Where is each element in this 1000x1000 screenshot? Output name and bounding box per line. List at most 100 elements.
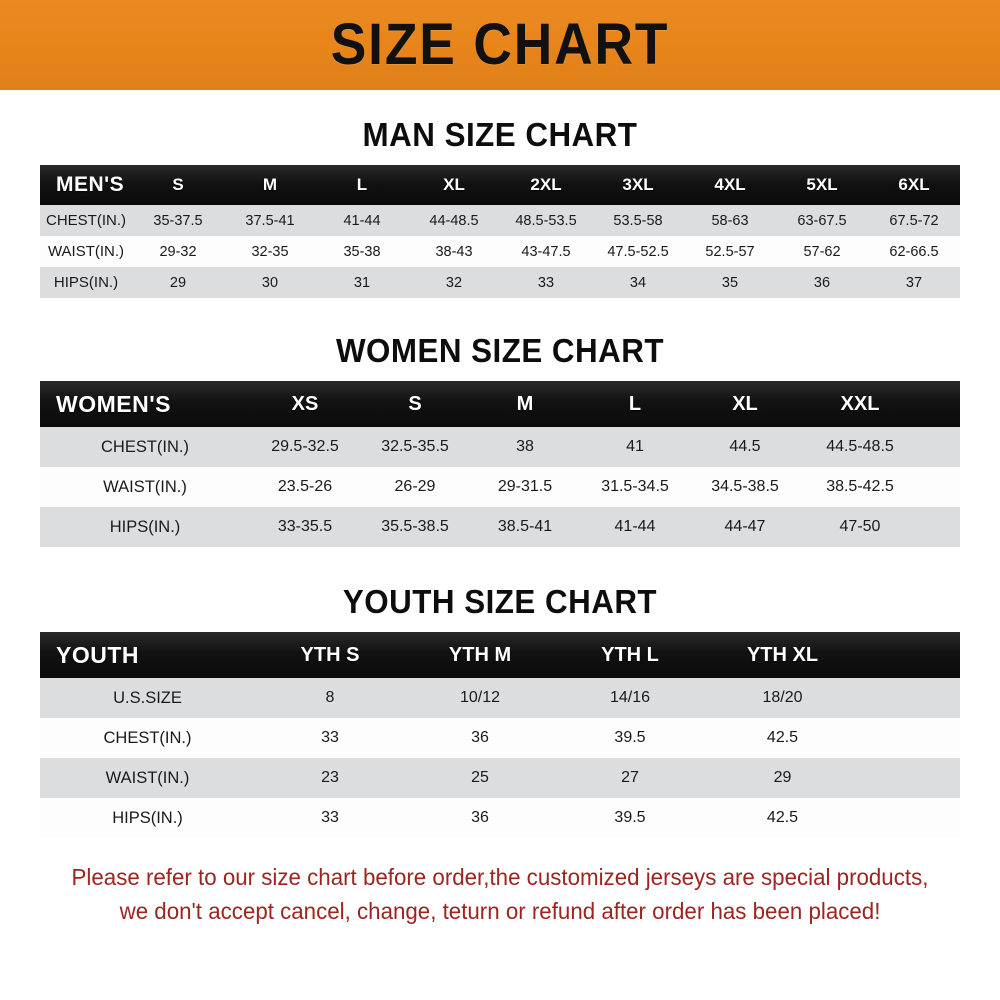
youth-row-label-us-size: U.S.SIZE xyxy=(113,688,182,707)
man-row-label-waist: WAIST(IN.) xyxy=(47,243,125,260)
man-chest-s: 35-37.5 xyxy=(153,212,203,229)
youth-size-header-s: YTH S xyxy=(300,643,360,666)
women-waist-xxl: 38.5-42.5 xyxy=(826,478,894,495)
youth-chest-l: 39.5 xyxy=(614,729,646,746)
man-table-body: CHEST(IN.) 35-37.5 37.5-41 41-44 44-48.5… xyxy=(40,205,960,298)
youth-waist-xl: 29 xyxy=(773,769,792,786)
women-chest-xs: 29.5-32.5 xyxy=(271,438,339,455)
women-chest-s: 32.5-35.5 xyxy=(381,438,449,455)
youth-row-spacer xyxy=(860,798,960,838)
women-table-head: WOMEN'S XS S M L XL XXL xyxy=(40,381,960,427)
man-size-header-3xl: 3XL xyxy=(622,175,654,194)
man-size-header-2xl: 2XL xyxy=(530,175,562,194)
youth-size-header-xl: YTH XL xyxy=(746,643,819,666)
table-row: CHEST(IN.) 33 36 39.5 42.5 xyxy=(40,718,960,758)
man-waist-xl: 38-43 xyxy=(435,243,473,260)
women-hips-xs: 33-35.5 xyxy=(277,518,333,535)
man-size-header-4xl: 4XL xyxy=(714,175,746,194)
man-waist-2xl: 43-47.5 xyxy=(521,243,571,260)
man-table-wrapper: MEN'S S M L XL 2XL 3XL 4XL 5XL 6XL CHEST… xyxy=(0,165,1000,298)
youth-size-table: YOUTH YTH S YTH M YTH L YTH XL U.S.SIZE … xyxy=(40,632,960,838)
women-section-title: WOMEN SIZE CHART xyxy=(335,332,665,369)
youth-header-row: YOUTH YTH S YTH M YTH L YTH XL xyxy=(40,632,960,678)
man-hips-xl: 32 xyxy=(445,274,463,291)
man-hips-l: 31 xyxy=(353,274,371,291)
women-waist-xl: 34.5-38.5 xyxy=(711,478,779,495)
man-hips-6xl: 37 xyxy=(905,274,923,291)
man-waist-5xl: 57-62 xyxy=(803,243,841,260)
youth-section-title: YOUTH SIZE CHART xyxy=(342,583,658,620)
page-banner: SIZE CHART xyxy=(0,0,1000,90)
man-size-header-6xl: 6XL xyxy=(898,175,930,194)
women-waist-l: 31.5-34.5 xyxy=(601,478,669,495)
youth-corner-label: YOUTH xyxy=(56,641,139,668)
man-chest-4xl: 58-63 xyxy=(711,212,749,229)
women-chest-xl: 44.5 xyxy=(729,438,761,455)
women-corner-label: WOMEN'S xyxy=(56,390,172,417)
disclaimer-note: Please refer to our size chart before or… xyxy=(34,860,965,928)
youth-chest-xl: 42.5 xyxy=(766,729,799,746)
women-hips-m: 38.5-41 xyxy=(497,518,553,535)
youth-ussize-m: 10/12 xyxy=(459,689,501,706)
page-title: SIZE CHART xyxy=(330,12,670,77)
man-waist-3xl: 47.5-52.5 xyxy=(607,243,669,260)
women-chest-xxl: 44.5-48.5 xyxy=(826,438,894,455)
man-hips-s: 29 xyxy=(169,274,187,291)
man-waist-6xl: 62-66.5 xyxy=(889,243,939,260)
youth-hips-xl: 42.5 xyxy=(766,809,799,826)
youth-header-spacer xyxy=(860,632,960,678)
man-chest-l: 41-44 xyxy=(343,212,381,229)
man-chest-m: 37.5-41 xyxy=(245,212,295,229)
youth-waist-m: 25 xyxy=(471,769,489,786)
women-row-spacer xyxy=(920,507,960,547)
man-hips-3xl: 34 xyxy=(629,274,647,291)
man-size-header-5xl: 5XL xyxy=(806,175,838,194)
women-chest-l: 41 xyxy=(626,438,644,455)
man-size-header-m: M xyxy=(262,175,278,194)
man-waist-4xl: 52.5-57 xyxy=(705,243,755,260)
youth-hips-m: 36 xyxy=(471,809,489,826)
women-waist-m: 29-31.5 xyxy=(497,478,553,495)
table-row: U.S.SIZE 8 10/12 14/16 18/20 xyxy=(40,678,960,718)
women-header-spacer xyxy=(920,381,960,427)
youth-ussize-xl: 18/20 xyxy=(762,689,803,706)
youth-chest-m: 36 xyxy=(471,729,489,746)
youth-ussize-s: 8 xyxy=(325,689,335,706)
youth-table-head: YOUTH YTH S YTH M YTH L YTH XL xyxy=(40,632,960,678)
table-row: CHEST(IN.) 35-37.5 37.5-41 41-44 44-48.5… xyxy=(40,205,960,236)
women-chest-m: 38 xyxy=(516,438,534,455)
man-chest-5xl: 63-67.5 xyxy=(797,212,847,229)
man-hips-4xl: 35 xyxy=(721,274,739,291)
women-size-header-xxl: XXL xyxy=(840,392,880,415)
women-hips-xl: 44-47 xyxy=(724,518,766,535)
youth-row-spacer xyxy=(860,678,960,718)
man-size-table: MEN'S S M L XL 2XL 3XL 4XL 5XL 6XL CHEST… xyxy=(40,165,960,298)
youth-row-spacer xyxy=(860,758,960,798)
women-table-wrapper: WOMEN'S XS S M L XL XXL CHEST(IN.) 29.5-… xyxy=(0,381,1000,547)
man-hips-5xl: 36 xyxy=(813,274,831,291)
man-hips-2xl: 33 xyxy=(537,274,555,291)
man-size-header-xl: XL xyxy=(443,175,465,194)
table-row: HIPS(IN.) 29 30 31 32 33 34 35 36 37 xyxy=(40,267,960,298)
women-size-header-xl: XL xyxy=(732,392,758,415)
disclaimer-line-1: Please refer to our size chart before or… xyxy=(71,864,929,890)
man-header-row: MEN'S S M L XL 2XL 3XL 4XL 5XL 6XL xyxy=(40,165,960,205)
women-hips-l: 41-44 xyxy=(614,518,656,535)
man-chest-6xl: 67.5-72 xyxy=(889,212,939,229)
youth-row-label-hips: HIPS(IN.) xyxy=(112,808,183,827)
disclaimer-line-2: we don't accept cancel, change, teturn o… xyxy=(119,898,881,924)
man-size-header-l: L xyxy=(356,175,368,194)
women-size-table: WOMEN'S XS S M L XL XXL CHEST(IN.) 29.5-… xyxy=(40,381,960,547)
women-waist-xs: 23.5-26 xyxy=(277,478,333,495)
man-row-label-hips: HIPS(IN.) xyxy=(53,274,119,291)
man-chest-3xl: 53.5-58 xyxy=(613,212,663,229)
man-chest-xl: 44-48.5 xyxy=(429,212,479,229)
table-row: WAIST(IN.) 29-32 32-35 35-38 38-43 43-47… xyxy=(40,236,960,267)
table-row: WAIST(IN.) 23 25 27 29 xyxy=(40,758,960,798)
man-waist-s: 29-32 xyxy=(159,243,197,260)
women-size-header-m: M xyxy=(516,392,534,415)
youth-waist-l: 27 xyxy=(621,769,639,786)
women-row-label-chest: CHEST(IN.) xyxy=(101,437,189,456)
women-hips-xxl: 47-50 xyxy=(839,518,881,535)
women-header-row: WOMEN'S XS S M L XL XXL xyxy=(40,381,960,427)
